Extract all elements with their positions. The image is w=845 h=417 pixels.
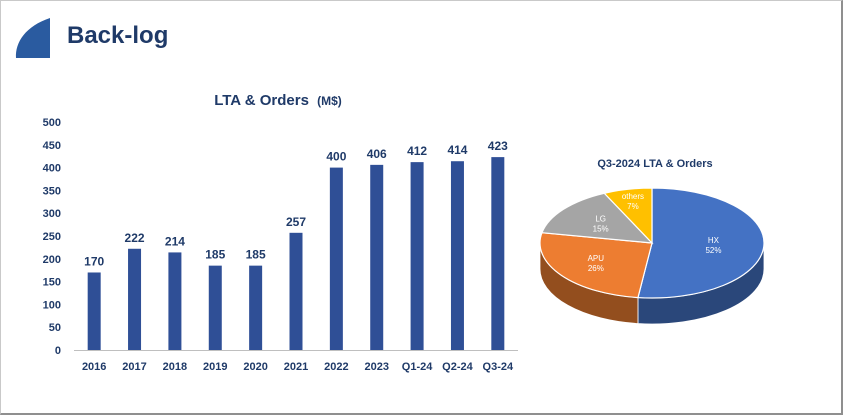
pie-slice-value: 26% <box>588 264 604 273</box>
y-tick-label: 350 <box>43 185 61 197</box>
bar <box>87 272 101 350</box>
x-tick-label: 2018 <box>163 361 187 373</box>
y-tick-label: 250 <box>43 231 61 243</box>
pie-slice <box>539 232 653 299</box>
pie-slice-name: LG <box>595 214 606 223</box>
pie-slice-value: 52% <box>705 246 721 255</box>
bar <box>249 265 263 350</box>
x-tick-label: 2021 <box>284 361 308 373</box>
bar <box>329 167 343 350</box>
bar-chart-title: LTA & Orders (M$) <box>214 92 342 109</box>
pie-slice-name: APU <box>588 254 605 263</box>
y-tick-labels: 0 50 100 150 200 250 300 350 400 450 500 <box>43 117 61 357</box>
y-tick-label: 450 <box>43 140 61 152</box>
bar-data-label: 257 <box>286 215 306 229</box>
bar <box>168 252 182 350</box>
x-tick-label: Q3-24 <box>483 361 514 373</box>
y-tick-label: 400 <box>43 163 61 175</box>
y-tick-label: 500 <box>43 117 61 129</box>
bar <box>128 248 142 350</box>
bar <box>410 162 424 350</box>
y-tick-label: 50 <box>49 322 61 334</box>
pie-slice-name: HX <box>708 236 720 245</box>
corner-logo <box>14 18 50 58</box>
bar-data-label: 185 <box>205 248 225 262</box>
bar-data-label: 185 <box>246 248 266 262</box>
pie-slice <box>637 187 765 299</box>
pie-chart-title: Q3-2024 LTA & Orders <box>597 158 712 170</box>
x-tick-label: 2020 <box>243 361 267 373</box>
x-tick-label: 2022 <box>324 361 348 373</box>
y-tick-label: 150 <box>43 277 61 289</box>
x-tick-label: Q1-24 <box>402 361 433 373</box>
bar <box>370 164 384 350</box>
bar-data-labels: 170 222 214 185 185 257 400 406 412 414 423 <box>84 139 508 268</box>
bar-data-label: 414 <box>447 143 467 157</box>
pie-slice-value: 15% <box>593 224 609 233</box>
bar-chart-title-unit: (M$) <box>317 94 342 108</box>
pie-slice-name: others <box>622 192 644 201</box>
logo-shape <box>14 18 50 58</box>
bar-data-label: 222 <box>125 231 145 245</box>
x-tick-labels: 2016 2017 2018 2019 2020 2021 2022 2023 Q1-24 Q2-… <box>82 361 514 373</box>
x-tick-label: Q2-24 <box>442 361 473 373</box>
bar-data-label: 170 <box>84 254 104 268</box>
bar-data-label: 423 <box>488 139 508 153</box>
bars <box>87 157 505 350</box>
x-tick-label: 2017 <box>122 361 146 373</box>
pie-slice-value: 7% <box>627 202 639 211</box>
bar-chart: LTA & Orders (M$) 0 50 100 150 200 250 300 350 4… <box>43 92 518 373</box>
x-tick-label: 2016 <box>82 361 106 373</box>
x-tick-label: 2023 <box>364 361 388 373</box>
x-tick-label: 2019 <box>203 361 227 373</box>
bar-chart-title-text: LTA & Orders <box>214 92 309 109</box>
slide-title: Back-log <box>67 22 169 49</box>
bar <box>208 265 222 350</box>
pie-slice <box>603 187 653 245</box>
bar-data-label: 412 <box>407 144 427 158</box>
bar <box>289 232 303 350</box>
y-tick-label: 300 <box>43 208 61 220</box>
bar <box>491 157 505 350</box>
pie-slices <box>539 187 765 299</box>
bar-data-label: 400 <box>326 150 346 164</box>
pie-slice <box>541 192 654 244</box>
y-tick-label: 100 <box>43 299 61 311</box>
bar-data-label: 406 <box>367 147 387 161</box>
y-tick-label: 200 <box>43 254 61 266</box>
bar <box>450 161 464 350</box>
y-tick-label: 0 <box>55 345 61 357</box>
bar-data-label: 214 <box>165 234 185 248</box>
